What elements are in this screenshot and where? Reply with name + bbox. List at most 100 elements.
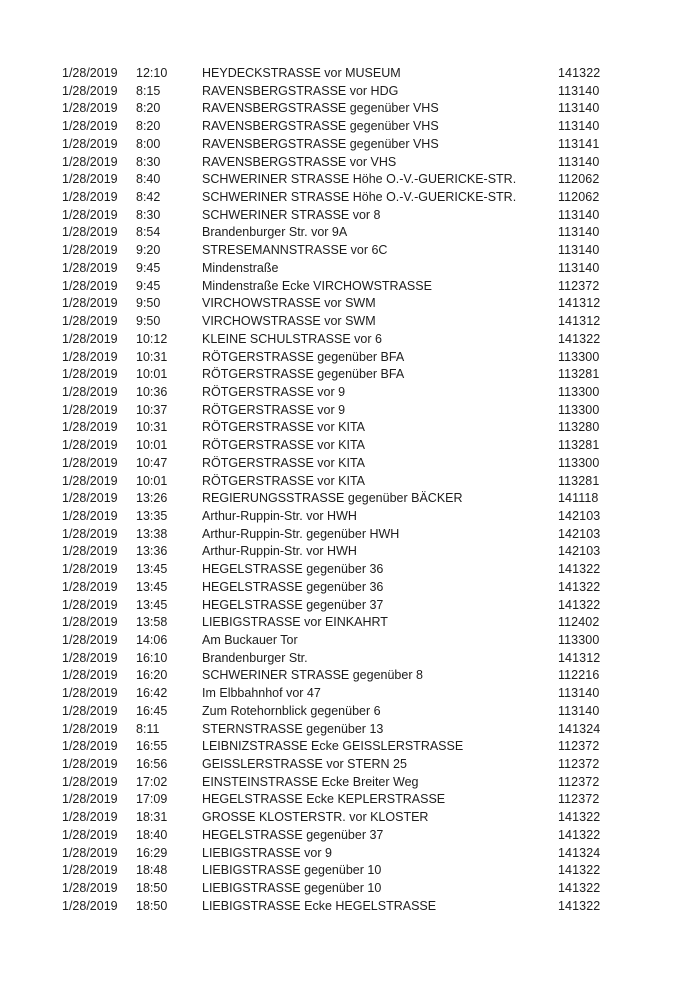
date-cell: 1/28/2019 <box>62 331 118 346</box>
log-row: 1/28/2019 10:12 KLEINE SCHULSTRASSE vor … <box>62 331 700 349</box>
time-cell: 16:42 <box>136 686 168 701</box>
log-row: 1/28/2019 16:29 LIEBIGSTRASSE vor 9 1413… <box>62 845 700 863</box>
code-cell: 113300 <box>558 402 600 417</box>
date-cell: 1/28/2019 <box>62 420 118 435</box>
location-cell: Brandenburger Str. <box>202 650 308 665</box>
location-cell: RAVENSBERGSTRASSE gegenüber VHS <box>202 101 439 116</box>
log-row: 1/28/2019 8:42 SCHWERINER STRASSE Höhe O… <box>62 189 700 207</box>
date-cell: 1/28/2019 <box>62 721 118 736</box>
log-row: 1/28/2019 13:26 REGIERUNGSSTRASSE gegenü… <box>62 490 700 508</box>
location-cell: EINSTEINSTRASSE Ecke Breiter Weg <box>202 774 419 789</box>
log-row: 1/28/2019 18:40 HEGELSTRASSE gegenüber 3… <box>62 827 700 845</box>
date-cell: 1/28/2019 <box>62 562 118 577</box>
log-row: 1/28/2019 13:36 Arthur-Ruppin-Str. vor H… <box>62 543 700 561</box>
log-row: 1/28/2019 16:56 GEISSLERSTRASSE vor STER… <box>62 756 700 774</box>
time-cell: 10:01 <box>136 473 168 488</box>
date-cell: 1/28/2019 <box>62 703 118 718</box>
code-cell: 113300 <box>558 349 600 364</box>
location-cell: HEGELSTRASSE gegenüber 37 <box>202 827 384 842</box>
time-cell: 13:58 <box>136 615 168 630</box>
code-cell: 141324 <box>558 845 601 860</box>
time-cell: 8:15 <box>136 83 161 98</box>
time-cell: 10:36 <box>136 384 168 399</box>
log-row: 1/28/2019 8:11 STERNSTRASSE gegenüber 13… <box>62 721 700 739</box>
time-cell: 8:00 <box>136 136 161 151</box>
date-cell: 1/28/2019 <box>62 260 118 275</box>
code-cell: 141312 <box>558 650 601 665</box>
time-cell: 13:45 <box>136 597 168 612</box>
location-cell: Zum Rotehornblick gegenüber 6 <box>202 703 381 718</box>
time-cell: 13:45 <box>136 562 168 577</box>
code-cell: 113300 <box>558 455 600 470</box>
location-cell: VIRCHOWSTRASSE vor SWM <box>202 296 376 311</box>
code-cell: 141312 <box>558 314 601 329</box>
date-cell: 1/28/2019 <box>62 119 118 134</box>
location-cell: LIEBIGSTRASSE gegenüber 10 <box>202 863 382 878</box>
log-row: 1/28/2019 9:50 VIRCHOWSTRASSE vor SWM 14… <box>62 313 700 331</box>
time-cell: 9:45 <box>136 278 161 293</box>
time-cell: 13:38 <box>136 526 168 541</box>
date-cell: 1/28/2019 <box>62 650 118 665</box>
log-row: 1/28/2019 10:31 RÖTGERSTRASSE vor KITA 1… <box>62 419 700 437</box>
date-cell: 1/28/2019 <box>62 881 118 896</box>
code-cell: 113281 <box>558 473 600 488</box>
date-cell: 1/28/2019 <box>62 384 118 399</box>
log-row: 1/28/2019 10:31 RÖTGERSTRASSE gegenüber … <box>62 349 700 367</box>
log-row: 1/28/2019 16:42 Im Elbbahnhof vor 47 113… <box>62 685 700 703</box>
location-cell: RÖTGERSTRASSE vor KITA <box>202 420 365 435</box>
location-cell: RÖTGERSTRASSE vor KITA <box>202 455 365 470</box>
code-cell: 113140 <box>558 225 600 240</box>
date-cell: 1/28/2019 <box>62 225 118 240</box>
log-row: 1/28/2019 13:45 HEGELSTRASSE gegenüber 3… <box>62 597 700 615</box>
code-cell: 141118 <box>558 491 599 506</box>
time-cell: 10:01 <box>136 367 168 382</box>
date-cell: 1/28/2019 <box>62 402 118 417</box>
log-row: 1/28/2019 16:20 SCHWERINER STRASSE gegen… <box>62 667 700 685</box>
code-cell: 141322 <box>558 881 601 896</box>
date-cell: 1/28/2019 <box>62 792 118 807</box>
location-cell: STRESEMANNSTRASSE vor 6C <box>202 243 388 258</box>
location-cell: SCHWERINER STRASSE vor 8 <box>202 207 381 222</box>
log-table: 1/28/2019 12:10 HEYDECKSTRASSE vor MUSEU… <box>62 66 700 913</box>
date-cell: 1/28/2019 <box>62 296 118 311</box>
location-cell: VIRCHOWSTRASSE vor SWM <box>202 314 376 329</box>
date-cell: 1/28/2019 <box>62 154 118 169</box>
time-cell: 8:11 <box>136 721 160 736</box>
location-cell: KLEINE SCHULSTRASSE vor 6 <box>202 331 382 346</box>
date-cell: 1/28/2019 <box>62 774 118 789</box>
time-cell: 16:56 <box>136 757 168 772</box>
location-cell: RÖTGERSTRASSE gegenüber BFA <box>202 349 405 364</box>
log-row: 1/28/2019 8:54 Brandenburger Str. vor 9A… <box>62 224 700 242</box>
code-cell: 113280 <box>558 420 600 435</box>
time-cell: 16:29 <box>136 845 168 860</box>
code-cell: 112372 <box>558 774 600 789</box>
time-cell: 9:45 <box>136 260 161 275</box>
time-cell: 17:02 <box>136 774 168 789</box>
time-cell: 18:48 <box>136 863 168 878</box>
date-cell: 1/28/2019 <box>62 686 118 701</box>
code-cell: 113281 <box>558 367 600 382</box>
code-cell: 113140 <box>558 207 600 222</box>
date-cell: 1/28/2019 <box>62 473 118 488</box>
date-cell: 1/28/2019 <box>62 491 118 506</box>
time-cell: 13:26 <box>136 491 168 506</box>
code-cell: 113300 <box>558 384 600 399</box>
time-cell: 10:37 <box>136 402 168 417</box>
log-row: 1/28/2019 16:45 Zum Rotehornblick gegenü… <box>62 703 700 721</box>
code-cell: 112372 <box>558 757 600 772</box>
log-row: 1/28/2019 13:45 HEGELSTRASSE gegenüber 3… <box>62 561 700 579</box>
code-cell: 113140 <box>558 703 600 718</box>
date-cell: 1/28/2019 <box>62 579 118 594</box>
log-row: 1/28/2019 10:37 RÖTGERSTRASSE vor 9 1133… <box>62 402 700 420</box>
time-cell: 18:40 <box>136 827 168 842</box>
time-cell: 13:45 <box>136 579 168 594</box>
date-cell: 1/28/2019 <box>62 438 118 453</box>
time-cell: 16:10 <box>136 650 168 665</box>
time-cell: 10:31 <box>136 420 168 435</box>
location-cell: RÖTGERSTRASSE gegenüber BFA <box>202 367 405 382</box>
date-cell: 1/28/2019 <box>62 83 118 98</box>
time-cell: 16:55 <box>136 739 168 754</box>
time-cell: 8:20 <box>136 119 161 134</box>
location-cell: Im Elbbahnhof vor 47 <box>202 686 321 701</box>
time-cell: 10:12 <box>136 331 168 346</box>
